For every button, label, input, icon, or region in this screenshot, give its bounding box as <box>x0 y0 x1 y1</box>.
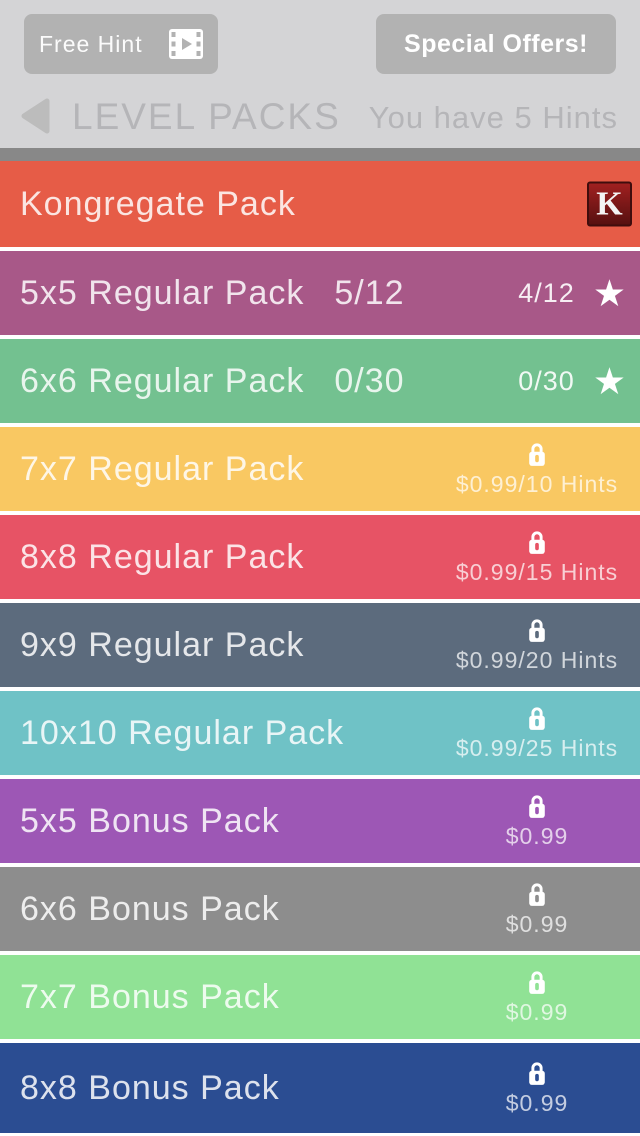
pack-name: Kongregate Pack <box>20 184 296 223</box>
pack-row-7x7-regular[interactable]: 7x7 Regular Pack $0.99/10 Hints <box>0 427 640 511</box>
lock-column: $0.99 <box>434 867 640 951</box>
pack-price: $0.99 <box>505 1090 569 1116</box>
pack-price: $0.99/20 Hints <box>455 647 619 673</box>
hints-status: You have 5 Hints <box>368 100 618 135</box>
pack-name: 5x5 Bonus Pack <box>20 801 280 840</box>
level-pack-list: Kongregate Pack K 5x5 Regular Pack 5/12 … <box>0 161 640 1133</box>
free-hint-button[interactable]: Free Hint <box>24 14 218 74</box>
pack-name: 8x8 Bonus Pack <box>20 1068 280 1107</box>
lock-column: $0.99/15 Hints <box>434 515 640 599</box>
lock-icon <box>529 443 545 466</box>
lock-icon <box>529 795 545 818</box>
pack-price: $0.99/25 Hints <box>455 735 619 761</box>
lock-column: $0.99 <box>434 779 640 863</box>
lock-column: $0.99/25 Hints <box>434 691 640 775</box>
pack-row-7x7-bonus[interactable]: 7x7 Bonus Pack $0.99 <box>0 955 640 1039</box>
star-progress: 0/30 <box>518 365 575 396</box>
pack-row-5x5-regular[interactable]: 5x5 Regular Pack 5/12 4/12 ★ <box>0 251 640 335</box>
lock-icon <box>529 971 545 994</box>
star-column: 0/30 ★ <box>518 339 626 423</box>
free-hint-label: Free Hint <box>39 30 143 57</box>
lock-column: $0.99/20 Hints <box>434 603 640 687</box>
special-offers-label: Special Offers! <box>404 29 588 58</box>
pack-name: 7x7 Bonus Pack <box>20 977 280 1016</box>
kongregate-logo-icon: K <box>587 181 632 227</box>
pack-progress: 0/30 <box>334 361 405 400</box>
star-progress: 4/12 <box>518 277 575 308</box>
pack-progress: 5/12 <box>334 273 405 312</box>
video-ad-icon <box>169 29 203 59</box>
lock-icon <box>529 707 545 730</box>
pack-row-10x10-regular[interactable]: 10x10 Regular Pack $0.99/25 Hints <box>0 691 640 775</box>
lock-icon <box>529 883 545 906</box>
pack-row-6x6-bonus[interactable]: 6x6 Bonus Pack $0.99 <box>0 867 640 951</box>
pack-name: 6x6 Bonus Pack <box>20 889 280 928</box>
star-icon: ★ <box>592 360 626 402</box>
pack-price: $0.99/15 Hints <box>455 559 619 585</box>
pack-name: 6x6 Regular Pack 0/30 <box>20 361 405 400</box>
pack-price: $0.99 <box>505 999 569 1025</box>
title-row: LEVEL PACKS You have 5 Hints <box>0 96 640 140</box>
lock-column: $0.99 <box>434 1043 640 1133</box>
lock-icon <box>529 619 545 642</box>
lock-icon <box>529 531 545 554</box>
star-icon: ★ <box>592 272 626 314</box>
lock-icon <box>529 1062 545 1085</box>
pack-name: 5x5 Regular Pack 5/12 <box>20 273 405 312</box>
pack-price: $0.99 <box>505 911 569 937</box>
lock-column: $0.99 <box>434 955 640 1039</box>
pack-row-8x8-bonus[interactable]: 8x8 Bonus Pack $0.99 <box>0 1043 640 1133</box>
pack-row-kongregate[interactable]: Kongregate Pack K <box>0 161 640 247</box>
pack-row-5x5-bonus[interactable]: 5x5 Bonus Pack $0.99 <box>0 779 640 863</box>
pack-row-9x9-regular[interactable]: 9x9 Regular Pack $0.99/20 Hints <box>0 603 640 687</box>
pack-row-6x6-regular[interactable]: 6x6 Regular Pack 0/30 0/30 ★ <box>0 339 640 423</box>
pack-name: 7x7 Regular Pack <box>20 449 305 488</box>
pack-price: $0.99 <box>505 823 569 849</box>
special-offers-button[interactable]: Special Offers! <box>376 14 616 74</box>
page-title: LEVEL PACKS <box>72 96 341 137</box>
pack-price: $0.99/10 Hints <box>455 471 619 497</box>
header: Free Hint Special Offers! LEVEL PACKS Yo… <box>0 0 640 148</box>
lock-column: $0.99/10 Hints <box>434 427 640 511</box>
pack-row-8x8-regular[interactable]: 8x8 Regular Pack $0.99/15 Hints <box>0 515 640 599</box>
divider-bar <box>0 148 640 161</box>
pack-name: 9x9 Regular Pack <box>20 625 305 664</box>
pack-name: 8x8 Regular Pack <box>20 537 305 576</box>
back-arrow-icon[interactable] <box>20 98 50 134</box>
star-column: 4/12 ★ <box>518 251 626 335</box>
pack-name: 10x10 Regular Pack <box>20 713 345 752</box>
